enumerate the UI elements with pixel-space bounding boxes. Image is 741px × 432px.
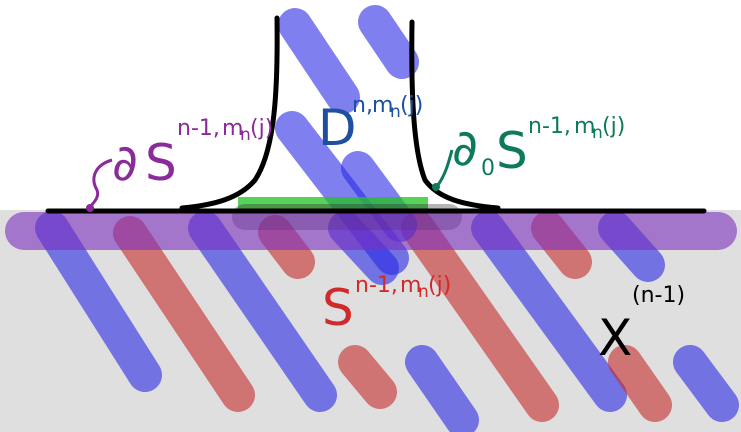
blue-stripe <box>35 211 162 392</box>
disk-symbol: D <box>318 99 357 157</box>
superscript-index: (j) <box>250 116 273 141</box>
sphere-symbol: S <box>322 279 354 337</box>
blue-stripe <box>358 5 419 79</box>
skeleton-symbol: X <box>598 309 632 367</box>
leader-dot <box>432 183 440 191</box>
red-stripe <box>608 345 672 422</box>
superscript-index: (j) <box>428 273 451 298</box>
attaching-region-strip <box>238 197 428 210</box>
superscript-index: (j) <box>602 114 625 139</box>
leader-boundary0-s <box>436 149 454 186</box>
blue-stripe <box>188 211 337 412</box>
partial-symbol: ∂ <box>452 119 478 177</box>
superscript-m: m <box>400 273 421 298</box>
superscript-dim: n, <box>352 93 373 118</box>
sphere-symbol: S <box>145 134 177 192</box>
superscript-n: n <box>240 125 251 145</box>
superscript-n: n <box>418 282 429 302</box>
superscript-dim: n-1, <box>177 116 220 141</box>
leader-boundary-s <box>88 158 113 208</box>
superscript-m: m <box>574 114 595 139</box>
blue-stripe <box>278 8 360 114</box>
superscript-m: m <box>222 116 243 141</box>
disk-outline-left <box>179 15 280 211</box>
leader-dot <box>86 204 94 212</box>
label-sphere: S n-1, m n (j) <box>322 273 451 337</box>
subscript-zero: 0 <box>481 156 495 181</box>
superscript-n: n <box>390 102 401 122</box>
label-boundary-sphere: ∂ S n-1, m n (j) <box>112 116 273 192</box>
blue-stripe <box>471 211 627 412</box>
superscript-m: m <box>372 93 393 118</box>
label-skeleton: X (n-1) <box>598 283 685 367</box>
disk-outline-right <box>409 19 501 211</box>
sphere-symbol: S <box>496 122 528 180</box>
blue-stripe <box>405 345 479 432</box>
label-boundary0-sphere: ∂ 0 S n-1, m n (j) <box>452 114 625 181</box>
boundary-band <box>5 212 737 250</box>
label-disk: D n, m n (j) <box>318 93 423 157</box>
superscript-n: n <box>592 123 603 143</box>
superscript-index: (j) <box>400 93 423 118</box>
superscript-dim: n-1, <box>355 273 398 298</box>
superscript-dim: n-1, <box>528 114 571 139</box>
red-stripe <box>113 216 255 412</box>
blue-stripe <box>673 345 739 422</box>
partial-symbol: ∂ <box>112 134 138 192</box>
red-stripe <box>401 211 559 422</box>
superscript-dim: (n-1) <box>632 283 685 308</box>
red-stripe <box>338 345 397 409</box>
